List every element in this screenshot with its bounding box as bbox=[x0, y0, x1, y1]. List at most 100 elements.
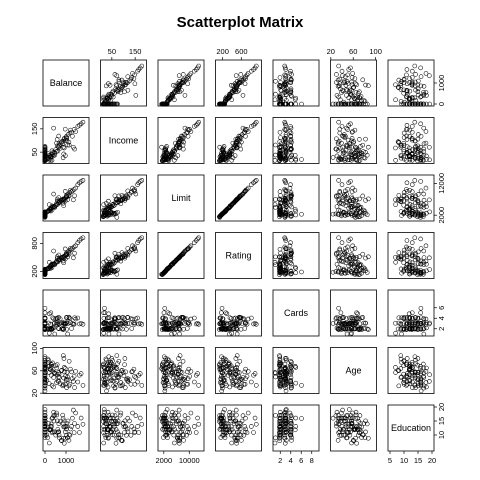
data-point bbox=[60, 197, 66, 202]
data-point bbox=[337, 433, 343, 438]
data-point bbox=[231, 374, 236, 380]
data-point bbox=[66, 438, 72, 443]
data-point bbox=[288, 370, 294, 375]
data-point bbox=[234, 435, 240, 441]
data-point bbox=[221, 372, 226, 377]
data-point bbox=[421, 331, 427, 337]
data-point bbox=[174, 421, 179, 427]
data-point bbox=[217, 364, 223, 370]
data-point bbox=[180, 251, 185, 257]
right-axis-tick: 4 bbox=[434, 316, 446, 320]
data-point bbox=[169, 320, 175, 326]
data-point bbox=[364, 270, 370, 275]
data-point bbox=[357, 205, 362, 211]
data-point bbox=[287, 90, 293, 96]
data-point bbox=[221, 358, 226, 363]
data-point bbox=[51, 191, 56, 197]
data-point bbox=[418, 179, 423, 184]
data-point bbox=[292, 207, 298, 212]
data-point bbox=[416, 156, 421, 161]
data-point bbox=[223, 424, 229, 430]
data-point bbox=[249, 315, 254, 321]
data-point bbox=[362, 326, 368, 331]
data-point bbox=[333, 101, 339, 107]
panel-income-vs-rating bbox=[215, 117, 262, 164]
data-point bbox=[277, 75, 283, 80]
data-point bbox=[181, 77, 186, 83]
data-point bbox=[161, 415, 167, 421]
data-point bbox=[358, 150, 364, 156]
data-point bbox=[185, 326, 190, 331]
data-point bbox=[358, 429, 364, 435]
data-point bbox=[185, 129, 190, 135]
data-point bbox=[278, 207, 284, 212]
data-point bbox=[415, 322, 420, 327]
data-point bbox=[421, 259, 426, 265]
data-point bbox=[174, 375, 180, 380]
data-point bbox=[427, 144, 432, 150]
data-point bbox=[395, 367, 401, 373]
data-point bbox=[243, 366, 248, 372]
data-point bbox=[395, 85, 401, 90]
data-point bbox=[404, 101, 409, 107]
data-point bbox=[42, 267, 48, 273]
data-point bbox=[236, 429, 242, 435]
data-point bbox=[421, 361, 426, 367]
data-point bbox=[222, 407, 227, 412]
data-point bbox=[277, 369, 283, 375]
data-point bbox=[70, 415, 75, 421]
data-point bbox=[407, 207, 413, 212]
data-point bbox=[234, 412, 239, 418]
data-point bbox=[401, 101, 406, 107]
data-point bbox=[129, 369, 135, 375]
tick-label: 600 bbox=[235, 47, 248, 56]
data-point bbox=[352, 326, 358, 332]
data-point bbox=[48, 310, 54, 316]
data-point bbox=[221, 210, 227, 215]
data-point bbox=[164, 267, 169, 273]
data-point bbox=[363, 136, 368, 142]
variable-label: Age bbox=[345, 366, 361, 376]
data-point bbox=[60, 155, 66, 161]
data-point bbox=[393, 145, 398, 151]
data-point bbox=[344, 88, 350, 93]
data-point bbox=[283, 211, 289, 216]
data-point bbox=[412, 315, 418, 320]
data-point bbox=[102, 380, 107, 385]
panel-limit-vs-limit: Limit bbox=[157, 174, 205, 222]
data-point bbox=[407, 201, 413, 207]
data-point bbox=[47, 427, 52, 433]
data-point bbox=[282, 150, 287, 155]
data-point bbox=[101, 440, 106, 446]
data-point bbox=[116, 199, 121, 205]
data-point bbox=[272, 260, 278, 265]
data-point bbox=[396, 368, 402, 374]
data-point bbox=[137, 371, 143, 376]
data-point bbox=[340, 73, 345, 78]
data-point bbox=[63, 435, 68, 441]
data-point bbox=[421, 84, 427, 89]
data-point bbox=[45, 356, 50, 362]
data-point bbox=[109, 370, 115, 375]
panel-cards-vs-limit bbox=[157, 289, 205, 337]
left-axis-tick: 200 bbox=[30, 265, 43, 278]
data-point bbox=[418, 83, 424, 89]
data-point bbox=[172, 158, 177, 163]
data-point bbox=[415, 383, 421, 389]
data-point bbox=[348, 331, 354, 337]
data-point bbox=[340, 101, 346, 107]
data-point bbox=[42, 327, 48, 332]
data-point bbox=[227, 413, 232, 418]
data-point bbox=[63, 426, 69, 432]
data-point bbox=[283, 380, 289, 385]
data-point bbox=[240, 413, 246, 418]
data-point bbox=[133, 375, 139, 380]
data-point bbox=[42, 360, 48, 365]
data-point bbox=[288, 418, 293, 424]
data-point bbox=[233, 432, 239, 438]
data-point bbox=[278, 366, 284, 372]
data-point bbox=[356, 101, 362, 107]
data-point bbox=[423, 243, 429, 249]
top-axis-tick: 600 bbox=[235, 47, 248, 60]
data-point bbox=[132, 322, 137, 327]
